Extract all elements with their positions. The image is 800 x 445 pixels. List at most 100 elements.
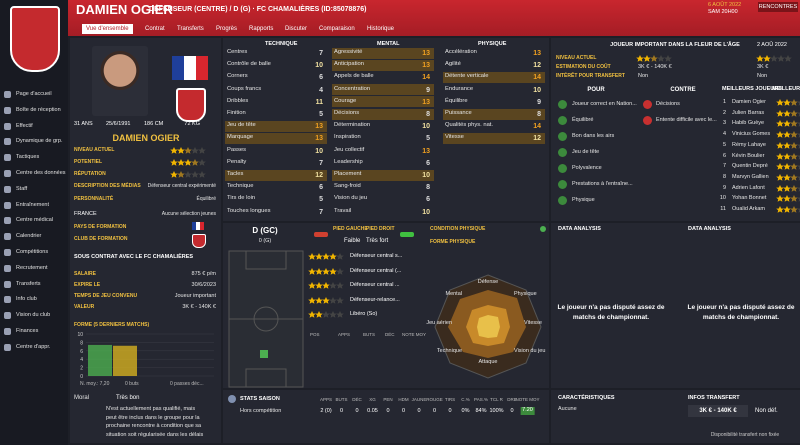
menu-item[interactable]: Dynamique de grp. [16,138,63,145]
menu-icon [4,296,11,304]
rencontres-label[interactable]: RENCONTRES [758,4,798,10]
star-rating [776,173,800,181]
role[interactable]: Défenseur central (... [350,267,402,274]
star [657,55,665,62]
attr-name: Centres [227,49,248,55]
attr-name: Placement [334,171,362,177]
analysis-title: DATA ANALYSIS [688,226,731,232]
menu-item[interactable]: Entraînement [16,201,50,208]
menu-item[interactable]: Info club [16,296,37,303]
attr-value: 10 [315,62,323,70]
nav-tab[interactable]: Transferts [177,26,204,32]
attr-value: 14 [422,74,430,82]
menu-item[interactable]: Centre d'appr. [16,343,51,350]
best-name: Quentin Depré [732,163,768,170]
attr-name: Courage [334,97,357,104]
form-legend: N. moy.: 7,20 [80,381,110,387]
analysis-text: Le joueur n'a pas disputé assez de [557,304,665,311]
season-header: DÉC [352,397,362,402]
menu-item[interactable]: Recrutement [16,264,48,271]
star [790,206,798,213]
best-title: MEILLEURS JOUEURS [772,86,800,92]
nav-tab[interactable]: Vue d'ensemble [82,24,133,34]
attr-value: 14 [533,74,541,82]
nav-tab[interactable]: Rapports [249,26,274,32]
season-header: TCL R [490,397,503,402]
star-rating [308,296,344,304]
nav-tab[interactable]: Contrat [145,26,165,32]
condition-label: CONDITION PHYSIQUE [430,226,486,232]
menu-item[interactable]: Centre médical [16,217,53,224]
attr-value: 5 [319,111,323,118]
menu-item[interactable]: Transferts [16,280,41,287]
form-bar [113,345,137,376]
star [783,152,791,160]
star-rating [308,253,344,260]
menu-item[interactable]: Compétitions [16,249,49,255]
menu-icon [4,264,11,272]
radar [434,274,542,379]
season-header: C.% [461,397,470,402]
nav-tab[interactable]: Historique [367,26,395,32]
star-rating [776,99,800,106]
nav-tab[interactable]: Discuter [285,26,308,32]
role[interactable]: Libéro (So) [350,311,378,317]
menu-item[interactable]: Page d'accueil [16,91,52,97]
radar-label: Technique [436,348,462,354]
menu-item[interactable]: Tactiques [16,154,40,161]
star [783,163,791,170]
role[interactable]: Défenseur central s... [350,253,403,259]
attr-name: Penalty [227,158,247,165]
nav-tab[interactable]: Progrès [216,26,238,32]
role[interactable]: Défenseur central ... [350,282,400,288]
star [776,195,784,203]
attr-value: 12 [533,135,541,143]
star-rating [776,141,800,149]
info-value: Défenseur central expérimenté [147,183,216,189]
attr-value: 13 [422,98,430,106]
profile-name: DAMIEN OGIER [112,133,180,143]
star [308,253,316,260]
star-rating [776,163,800,170]
attr-value: 7 [319,208,323,216]
season-value: 0 [448,408,452,414]
menu-item[interactable]: Boîte de réception [16,106,61,113]
traits-title: CARACTÉRISTIQUES [558,395,615,401]
training-label: CLUB DE FORMATION [74,236,128,242]
info-label: PERSONNALITÉ [74,196,114,202]
menu-item[interactable]: Staff [16,185,28,192]
contract-value: 30/6/2023 [191,282,216,288]
nav-tab[interactable]: Comparaison [319,26,355,32]
attr-value: 9 [537,98,541,106]
season-header: TIRS [444,397,456,402]
attr-highlight [332,108,434,120]
menu-icon [4,122,11,130]
attr-value: 5 [319,196,323,204]
star [322,296,330,304]
form-legend: 0 buts [125,381,139,387]
menu-item[interactable]: Effectif [16,122,33,129]
menu-item[interactable]: Centre des données [16,170,66,176]
club-badge-small [192,234,206,248]
best-rank: 9 [722,184,726,191]
star [783,131,791,138]
star [797,197,800,203]
y-tick-label: 0 [80,374,83,380]
star [322,267,330,275]
star [184,147,192,154]
season-header: HDM [398,397,409,402]
pro-item: Polyvalence [572,165,602,171]
star-rating [776,152,800,160]
pro-icon [558,148,567,157]
menu-item[interactable]: Finances [16,328,39,334]
menu-item[interactable]: Vision du club [16,312,51,319]
training-label: PAYS DE FORMATION [74,224,127,230]
star [797,165,800,170]
role[interactable]: Défenseur-relance... [350,296,400,303]
star [776,109,784,117]
attr-name: Anticipation [334,61,364,68]
analysis-text: matchs de championnat. [702,314,780,321]
radar-label: Jeu aérien [426,320,452,326]
menu-item[interactable]: Calendrier [16,233,42,240]
contract-value: Joueur important [174,293,216,299]
